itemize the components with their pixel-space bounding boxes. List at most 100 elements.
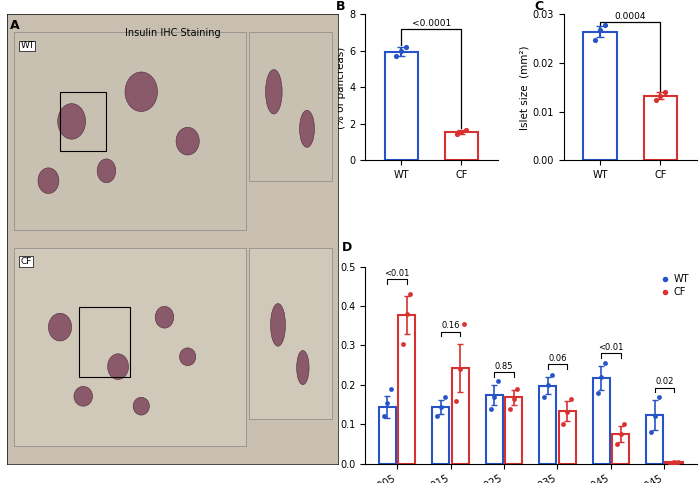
Point — [589, 36, 601, 43]
Point — [654, 92, 666, 99]
Point — [378, 412, 389, 420]
Text: CF: CF — [20, 257, 32, 266]
Point — [405, 290, 416, 298]
Point — [596, 373, 607, 381]
Point — [456, 128, 467, 136]
Point — [454, 365, 466, 373]
Ellipse shape — [97, 159, 116, 183]
Y-axis label: Islet size  (mm²): Islet size (mm²) — [520, 45, 530, 130]
Bar — [384, 52, 418, 160]
Point — [611, 440, 622, 448]
Point — [432, 412, 443, 420]
Ellipse shape — [155, 306, 174, 328]
Point — [668, 459, 680, 467]
Point — [592, 389, 603, 397]
Text: A: A — [10, 19, 20, 32]
Ellipse shape — [176, 128, 200, 155]
Point — [458, 320, 470, 327]
Ellipse shape — [265, 70, 282, 114]
Ellipse shape — [300, 110, 314, 147]
Point — [561, 409, 573, 416]
Ellipse shape — [125, 72, 158, 112]
Point — [435, 403, 447, 411]
Point — [504, 405, 515, 412]
Y-axis label: Frequency: Frequency — [326, 336, 336, 394]
Text: 0.0004: 0.0004 — [615, 12, 646, 21]
Y-axis label: β-cell area
(% of pancreas): β-cell area (% of pancreas) — [325, 46, 346, 128]
Bar — [13, 248, 246, 446]
Bar — [584, 31, 617, 160]
Point — [439, 393, 450, 400]
Ellipse shape — [108, 354, 129, 380]
Point — [386, 385, 397, 393]
Bar — [452, 368, 469, 464]
Legend: WT, CF: WT, CF — [659, 271, 692, 300]
Point — [512, 385, 523, 393]
Point — [649, 412, 660, 420]
Point — [400, 43, 412, 51]
Point — [615, 430, 626, 438]
Bar — [539, 385, 556, 464]
Ellipse shape — [48, 313, 71, 341]
Point — [508, 395, 519, 402]
Point — [391, 53, 402, 60]
Point — [489, 393, 500, 400]
Text: 0.02: 0.02 — [655, 377, 673, 386]
Point — [538, 393, 550, 400]
Bar — [644, 96, 677, 160]
Point — [599, 21, 610, 29]
Point — [558, 420, 569, 428]
Bar — [433, 407, 449, 464]
Text: WT: WT — [20, 42, 34, 50]
Text: D: D — [342, 241, 352, 254]
Bar — [505, 398, 522, 464]
Bar — [398, 315, 415, 464]
Point — [546, 371, 557, 379]
Text: Insulin IHC Staining: Insulin IHC Staining — [125, 28, 220, 38]
Bar — [559, 412, 575, 464]
Point — [566, 395, 577, 402]
Point — [659, 88, 671, 96]
Bar — [593, 378, 610, 464]
Point — [461, 127, 472, 134]
Bar — [249, 248, 332, 419]
Point — [451, 130, 462, 138]
Point — [451, 397, 462, 404]
Point — [653, 393, 664, 400]
Point — [401, 310, 412, 318]
Ellipse shape — [297, 351, 309, 384]
Bar — [666, 463, 682, 464]
Ellipse shape — [179, 348, 196, 366]
Point — [672, 458, 683, 466]
Text: 0.06: 0.06 — [548, 354, 567, 363]
Text: <0.0001: <0.0001 — [412, 19, 451, 28]
Bar — [78, 307, 130, 377]
Text: <0.01: <0.01 — [384, 269, 409, 278]
Text: B: B — [336, 0, 345, 13]
Point — [665, 459, 676, 467]
Ellipse shape — [57, 104, 85, 139]
Point — [650, 96, 661, 103]
Ellipse shape — [74, 386, 92, 406]
Bar — [249, 32, 332, 181]
Bar — [379, 407, 396, 464]
Point — [645, 428, 657, 436]
Bar — [646, 415, 664, 464]
Point — [395, 47, 407, 55]
Point — [398, 340, 409, 347]
Point — [599, 359, 610, 367]
Point — [542, 381, 554, 389]
Point — [619, 420, 630, 428]
Point — [382, 399, 393, 407]
Bar — [13, 32, 246, 230]
Point — [594, 26, 606, 34]
Text: 0.16: 0.16 — [441, 321, 460, 330]
Bar — [612, 434, 629, 464]
Ellipse shape — [270, 303, 286, 346]
Bar — [486, 395, 503, 464]
Bar — [60, 92, 106, 151]
Bar — [445, 132, 478, 160]
Ellipse shape — [38, 168, 59, 194]
Point — [493, 377, 504, 385]
Text: C: C — [535, 0, 544, 13]
